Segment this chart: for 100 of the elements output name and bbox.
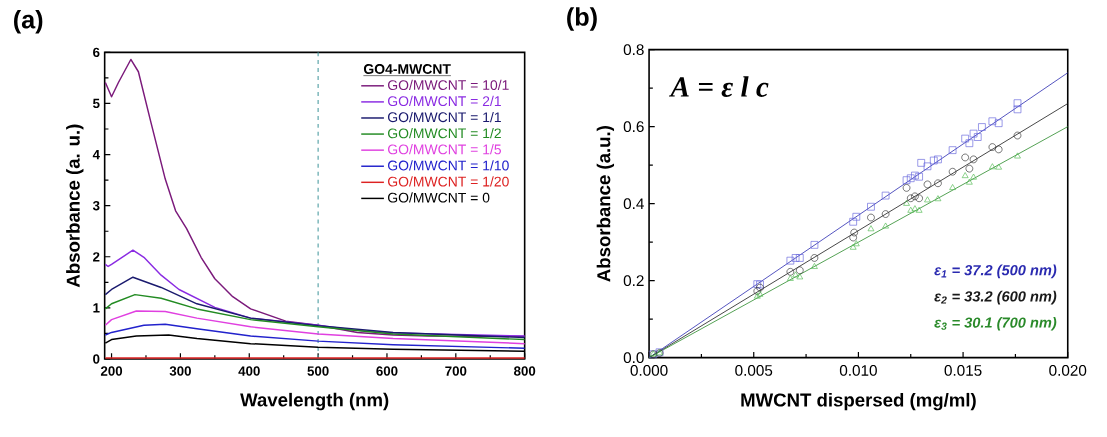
point bbox=[994, 145, 1003, 154]
chart-title: (a) bbox=[14, 10, 43, 34]
point bbox=[923, 180, 932, 189]
x-tick-label: 0.005 bbox=[735, 365, 773, 376]
point bbox=[915, 172, 923, 181]
point bbox=[853, 240, 860, 247]
point bbox=[796, 273, 804, 280]
y-tick-label: 0.6 bbox=[623, 121, 644, 133]
x-tick-label: 700 bbox=[445, 366, 467, 376]
point bbox=[881, 191, 890, 200]
point bbox=[988, 143, 997, 151]
point bbox=[867, 213, 875, 222]
y-axis-title: Absorbance (a.u.) bbox=[596, 126, 615, 282]
line-series bbox=[104, 276, 526, 339]
y-tick-label: 3 bbox=[92, 200, 100, 211]
y-tick-label: 0.8 bbox=[623, 44, 644, 56]
point bbox=[965, 164, 974, 173]
point bbox=[961, 134, 969, 143]
y-tick-label: 0.2 bbox=[623, 275, 644, 287]
point bbox=[915, 194, 923, 203]
point bbox=[903, 199, 910, 206]
text: ε$_{3}$ = 30.1 (700 nm) bbox=[934, 316, 1057, 331]
point bbox=[934, 179, 942, 188]
legend-label: GO/MWCNT = 1/2 bbox=[388, 128, 501, 139]
text: ε$_{1}$ = 37.2 (500 nm) bbox=[934, 264, 1057, 279]
point bbox=[791, 254, 800, 262]
point bbox=[949, 184, 956, 190]
point bbox=[786, 256, 795, 265]
legend-label: GO/MWCNT = 1/5 bbox=[388, 144, 502, 155]
legend-label: GO/MWCNT = 2/1 bbox=[388, 95, 501, 107]
point bbox=[969, 155, 978, 164]
point bbox=[948, 167, 957, 176]
x-axis-title: MWCNT dispersed (mg/ml) bbox=[741, 392, 976, 411]
point bbox=[948, 146, 957, 154]
legend-label: GO/MWCNT = 1/1 bbox=[388, 111, 501, 123]
point bbox=[934, 195, 942, 202]
point bbox=[969, 129, 978, 138]
point bbox=[1013, 105, 1022, 114]
y-tick-label: 0.4 bbox=[623, 198, 644, 210]
point bbox=[796, 254, 804, 262]
x-tick-label: 300 bbox=[169, 366, 191, 376]
y-tick-label: 1 bbox=[93, 303, 100, 313]
point bbox=[907, 206, 915, 213]
point bbox=[881, 210, 890, 218]
point bbox=[867, 225, 875, 232]
point bbox=[978, 123, 986, 131]
point bbox=[1013, 131, 1022, 140]
point bbox=[753, 280, 762, 288]
point bbox=[911, 205, 919, 212]
point bbox=[810, 241, 819, 249]
y-tick-label: 4 bbox=[92, 149, 100, 160]
legend-title: GO4-MWCNT bbox=[363, 64, 451, 74]
point bbox=[867, 202, 875, 211]
point bbox=[994, 119, 1003, 127]
point bbox=[852, 212, 861, 221]
legend-label: GO/MWCNT = 0 bbox=[388, 192, 490, 203]
point bbox=[906, 174, 915, 183]
point bbox=[970, 173, 977, 180]
line-series bbox=[104, 323, 526, 349]
y-tick-label: 5 bbox=[93, 98, 100, 109]
y-tick-label: 6 bbox=[93, 47, 100, 58]
point bbox=[1013, 99, 1022, 107]
point bbox=[988, 117, 997, 126]
point bbox=[929, 156, 938, 165]
point bbox=[923, 162, 932, 171]
point bbox=[906, 194, 915, 203]
x-tick-label: 800 bbox=[514, 366, 536, 376]
point bbox=[961, 153, 969, 162]
x-tick-label: 400 bbox=[238, 366, 260, 376]
x-tick-label: 0.000 bbox=[630, 365, 668, 376]
point bbox=[934, 155, 942, 164]
x-tick-label: 500 bbox=[307, 366, 329, 376]
point bbox=[849, 243, 857, 250]
x-tick-label: 0.015 bbox=[944, 365, 982, 376]
point bbox=[1014, 152, 1021, 159]
point bbox=[786, 268, 795, 276]
y-axis-title: Absorbance (a. u.) bbox=[66, 124, 84, 288]
point bbox=[911, 192, 919, 201]
point bbox=[787, 274, 794, 281]
x-tick-label: 0.020 bbox=[1049, 365, 1087, 376]
annotation: A = ε l c bbox=[668, 76, 769, 97]
point bbox=[902, 184, 911, 192]
y-tick-label: 0.0 bbox=[623, 352, 644, 364]
point bbox=[811, 263, 818, 269]
point bbox=[917, 159, 925, 167]
point bbox=[796, 266, 804, 275]
point bbox=[850, 228, 859, 237]
x-tick-label: 0.010 bbox=[839, 365, 877, 376]
text: ε$_{2}$ = 33.2 (600 nm) bbox=[934, 290, 1057, 305]
point bbox=[924, 196, 931, 203]
legend-label: GO/MWCNT = 10/1 bbox=[388, 79, 509, 91]
chart-title: (b) bbox=[567, 7, 597, 31]
point bbox=[792, 271, 799, 278]
x-axis-title: Wavelength (nm) bbox=[240, 392, 389, 411]
legend-label: GO/MWCNT = 1/10 bbox=[388, 160, 509, 171]
line-series bbox=[104, 310, 526, 345]
point bbox=[989, 163, 996, 170]
point bbox=[849, 217, 857, 226]
point bbox=[849, 233, 857, 242]
point bbox=[902, 176, 911, 184]
